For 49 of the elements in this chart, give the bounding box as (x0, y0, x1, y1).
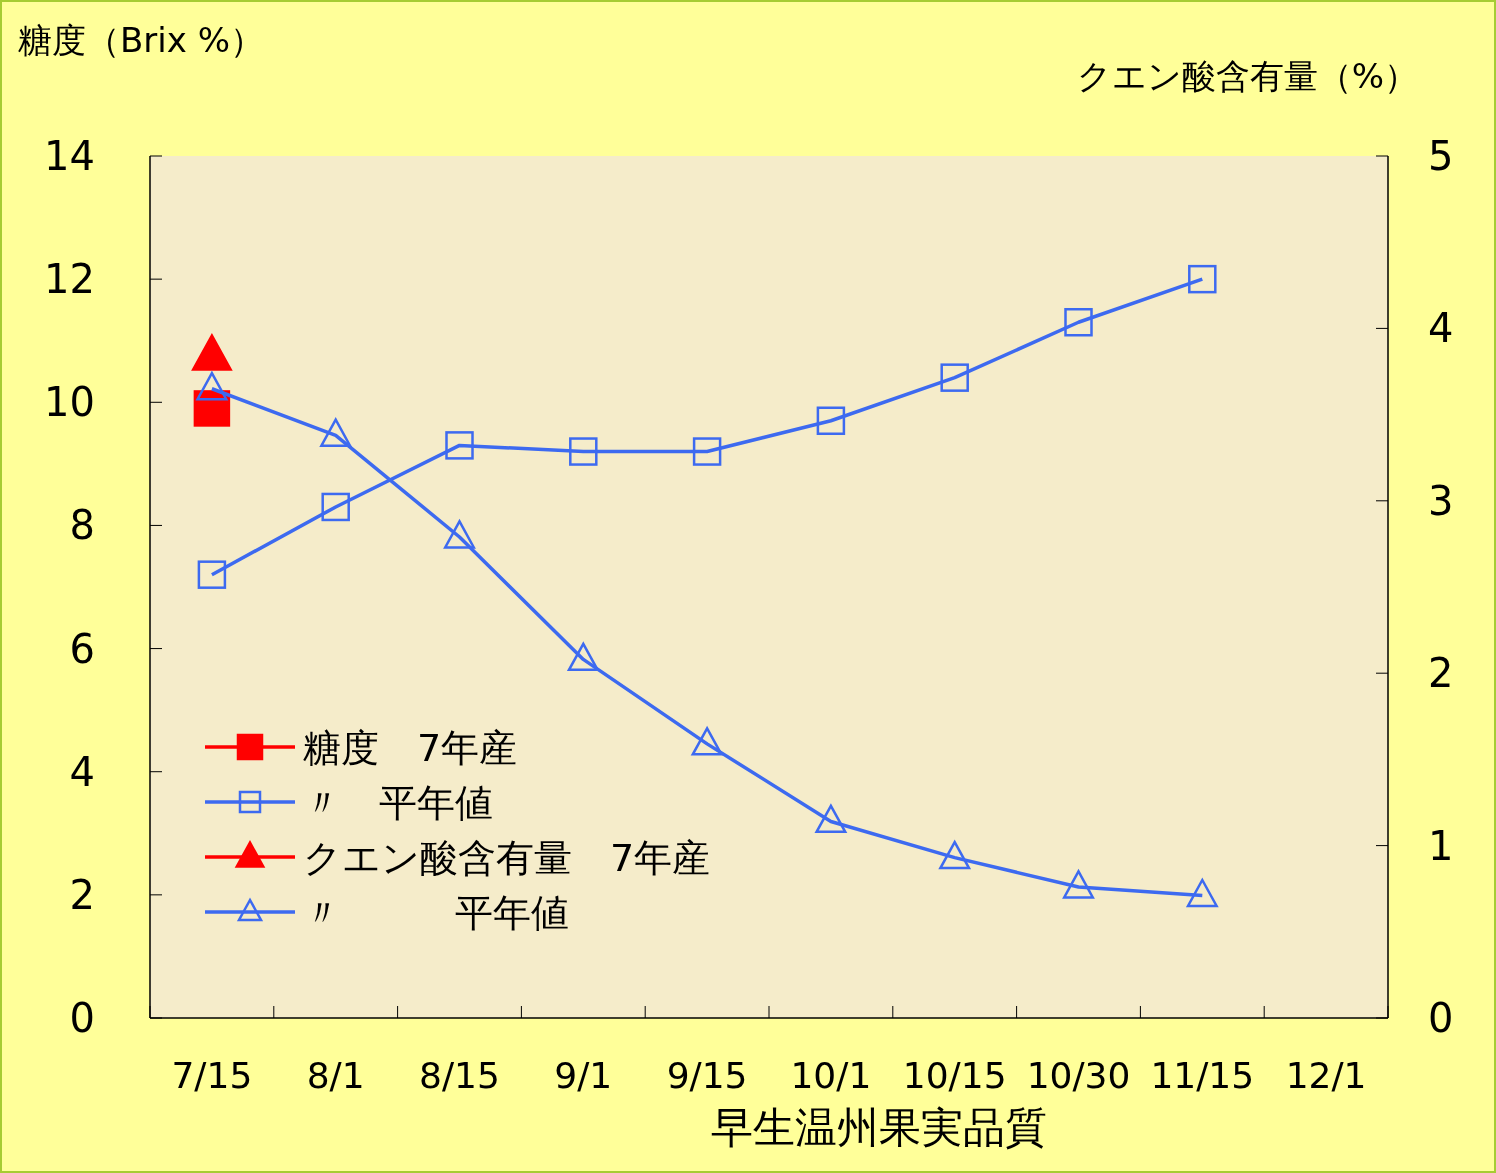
y2-tick-label: 1 (1428, 822, 1454, 869)
x-tick-label: 9/15 (666, 1055, 748, 1096)
x-tick-label: 9/1 (554, 1055, 613, 1096)
x-tick-label: 10/30 (1026, 1055, 1131, 1096)
y-tick-label: 6 (69, 625, 95, 672)
y2-tick-label: 5 (1428, 133, 1454, 179)
point (1186, 878, 1218, 908)
point (567, 642, 599, 672)
point (816, 406, 846, 436)
x-axis-title: 早生温州果実品質 (711, 1103, 1047, 1152)
y2-tick-label: 3 (1428, 477, 1454, 524)
x-tick-label: 11/15 (1150, 1055, 1255, 1096)
x-tick-label: 10/1 (790, 1055, 872, 1096)
point (692, 437, 722, 466)
y-tick-label: 2 (69, 871, 95, 918)
legend-label: クエン酸含有量 7年産 (303, 836, 711, 880)
x-tick-label: 7/15 (171, 1055, 253, 1096)
x-tick-label: 12/1 (1285, 1055, 1367, 1096)
legend-label: 〃 平年値 (303, 891, 569, 935)
point (691, 727, 723, 756)
point (1188, 264, 1217, 294)
x-tick-label: 8/15 (419, 1055, 500, 1096)
x-tick-label: 8/1 (306, 1055, 365, 1096)
point (445, 431, 474, 460)
legend-label: 〃 平年値 (303, 781, 493, 825)
point (939, 840, 971, 870)
point (443, 520, 476, 549)
point (815, 804, 847, 834)
point (196, 371, 228, 401)
point (197, 560, 227, 589)
y-tick-label: 10 (44, 379, 95, 426)
point (1064, 307, 1093, 337)
y-axis-title: 糖度（Brix %） (18, 20, 264, 60)
point (321, 492, 350, 522)
point (320, 418, 352, 447)
legend-label: 糖度 7年産 (303, 726, 518, 770)
point (940, 363, 969, 392)
y2-tick-label: 4 (1428, 305, 1454, 352)
y2-tick-label: 0 (1428, 995, 1454, 1041)
x-tick-label: 10/15 (902, 1055, 1007, 1096)
y-tick-label: 12 (44, 256, 95, 303)
point (569, 437, 598, 466)
y-tick-label: 0 (69, 995, 95, 1041)
y2-axis-title: クエン酸含有量（%） (1076, 56, 1418, 96)
y-tick-label: 8 (69, 502, 95, 549)
y2-tick-label: 2 (1428, 650, 1454, 697)
y-tick-label: 14 (44, 133, 95, 179)
point (1062, 870, 1095, 899)
y-tick-label: 4 (69, 748, 95, 795)
